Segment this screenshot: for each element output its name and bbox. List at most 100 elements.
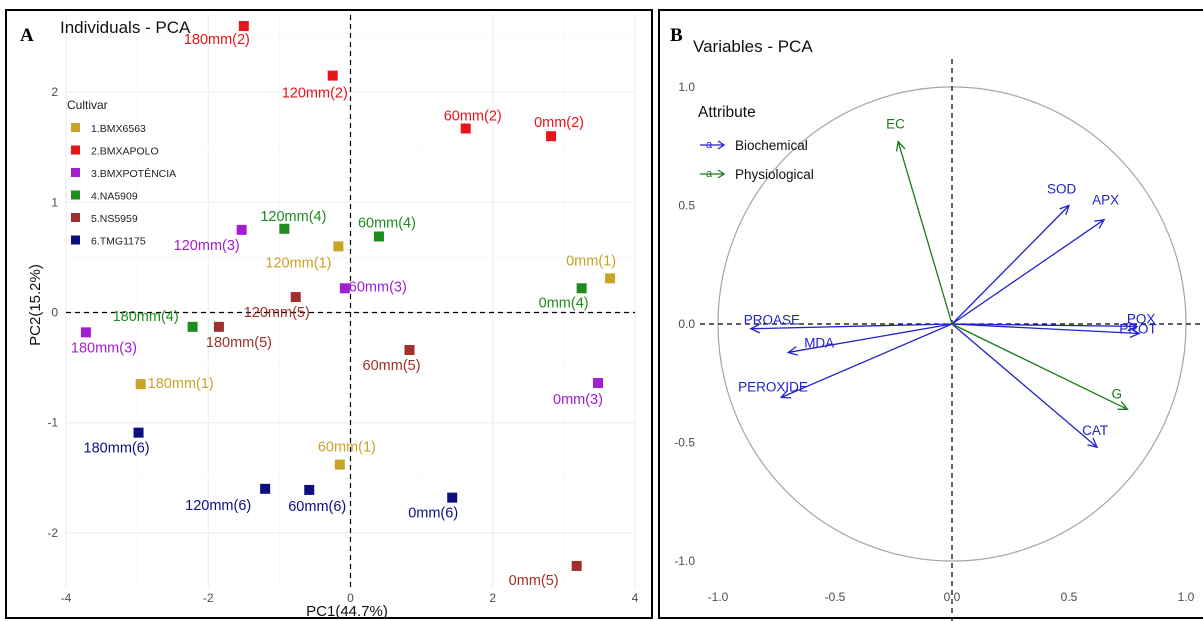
y-tick-label: -1 (47, 416, 58, 430)
x-tick-label: 2 (489, 591, 496, 605)
vector-label-pox: POX (1127, 311, 1156, 326)
point-180mm-1 (135, 379, 146, 390)
legend-key-glyph-biochemical: a (706, 139, 713, 151)
legend-label-4-na5909: 4.NA5909 (91, 191, 138, 203)
vector-prot (951, 323, 1140, 335)
point-120mm-2 (327, 70, 338, 81)
legend-key-1-bmx6563 (71, 123, 80, 132)
vector-label-sod: SOD (1047, 182, 1077, 197)
point-180mm-4 (187, 321, 198, 332)
x-tick-label-b: -1.0 (708, 590, 729, 604)
x-tick-label: 0 (347, 591, 354, 605)
legend-key-6-tmg1175 (71, 235, 80, 245)
vector-label-cat: CAT (1082, 423, 1108, 438)
legend-label-2-bmxapolo: 2.BMXAPOLO (91, 146, 159, 158)
y-tick-label-b: -0.5 (674, 436, 695, 450)
legend-key-arrow-biochemical (717, 140, 726, 150)
legend-key-glyph-physiological: a (706, 168, 713, 180)
point-0mm-5 (571, 560, 582, 571)
legend-key-5-ns5959 (71, 213, 80, 222)
variables-pca-chart: -1.0 -0.5 0.0 0.5 1.0 -1.0 -0.5 0.0 0.5 1.0 SOD AP… (670, 25, 1203, 621)
vector-label-peroxide: PEROXIDE (738, 379, 808, 394)
point-label-60mm-6: 60mm(6) (288, 499, 346, 515)
point-0mm-3 (593, 378, 604, 389)
point-120mm-5 (290, 292, 301, 303)
y-tick-label: 0 (51, 306, 58, 320)
y-axis-label-a: PC2(15.2%) (27, 264, 44, 346)
vector-arrowhead-ec (895, 140, 906, 152)
vector-pox (951, 323, 1137, 328)
x-tick-label-b: -0.5 (825, 590, 846, 604)
y-tick-label: -2 (47, 526, 58, 540)
x-tick-label-b: 0.0 (944, 590, 961, 604)
point-180mm-5 (213, 321, 224, 332)
point-label-120mm-1: 120mm(1) (265, 255, 331, 271)
legend-label-biochemical: Biochemical (735, 138, 808, 153)
point-label-180mm-1: 180mm(1) (148, 376, 214, 392)
vector-proase (750, 323, 953, 330)
point-60mm-6 (304, 484, 315, 495)
x-tick-label: -4 (61, 591, 72, 605)
point-label-120mm-4: 120mm(4) (260, 209, 326, 225)
point-label-0mm-6: 0mm(6) (408, 506, 458, 522)
legend-label-6-tmg1175: 6.TMG1175 (91, 236, 146, 248)
vector-label-ec: EC (886, 117, 905, 132)
point-label-60mm-4: 60mm(4) (358, 215, 416, 231)
point-120mm-3 (236, 224, 247, 235)
point-180mm-3 (80, 327, 91, 338)
vector-arrowhead-proase (749, 323, 761, 334)
individuals-pca-chart: -4 -2 0 2 4 -2 -1 0 1 2 0mm(1) 120mm(1) 180mm(1) 60m… (20, 15, 639, 620)
vector-arrowhead-cat (1087, 437, 1099, 449)
legend-key-2-bmxapolo (71, 145, 80, 155)
point-0mm-2 (546, 131, 557, 142)
point-120mm-1 (333, 241, 344, 252)
point-label-60mm-5: 60mm(5) (363, 358, 421, 374)
point-label-120mm-6: 120mm(6) (185, 498, 251, 514)
vector-mda (788, 323, 953, 354)
vector-arrowhead-mda (786, 346, 798, 356)
vector-sod (951, 205, 1070, 325)
vector-g (951, 323, 1128, 410)
legend-title-a: Cultivar (67, 98, 108, 112)
point-label-0mm-3: 0mm(3) (553, 392, 603, 408)
vector-label-mda: MDA (804, 335, 834, 350)
point-label-180mm-3: 180mm(3) (71, 340, 137, 356)
point-label-0mm-4: 0mm(4) (539, 295, 589, 311)
point-60mm-3 (339, 283, 350, 294)
point-label-60mm-3: 60mm(3) (349, 279, 407, 295)
chart-title-a: Individuals - PCA (60, 18, 191, 37)
legend-label-1-bmx6563: 1.BMX6563 (91, 123, 146, 135)
x-tick-label: -2 (203, 591, 214, 605)
y-tick-label-b: 0.0 (678, 317, 695, 331)
point-0mm-1 (605, 273, 616, 284)
x-axis-label-a: PC1(44.7%) (306, 603, 388, 620)
point-label-60mm-1: 60mm(1) (318, 440, 376, 456)
point-180mm-2 (238, 21, 249, 32)
point-label-0mm-1: 0mm(1) (566, 253, 616, 269)
x-tick-label-b: 1.0 (1178, 590, 1195, 604)
point-60mm-1 (334, 459, 345, 470)
point-label-180mm-5: 180mm(5) (206, 335, 272, 351)
legend-label-physiological: Physiological (735, 167, 814, 182)
y-tick-label-b: 0.5 (678, 199, 695, 213)
point-0mm-4 (576, 283, 587, 294)
panel-letter-b: B (670, 25, 683, 46)
legend-title-b: Attribute (698, 104, 756, 121)
vector-cat (951, 323, 1098, 448)
vector-label-apx: APX (1092, 193, 1119, 208)
vector-apx (951, 219, 1105, 325)
point-60mm-5 (404, 344, 415, 355)
vector-arrowhead-g (1117, 401, 1129, 410)
vector-arrowhead-prot (1129, 328, 1141, 338)
vector-label-proase: PROASE (744, 313, 800, 328)
point-60mm-2 (460, 123, 471, 134)
point-label-60mm-2: 60mm(2) (444, 108, 502, 124)
point-180mm-6 (133, 427, 144, 438)
legend-label-5-ns5959: 5.NS5959 (91, 213, 138, 225)
y-tick-label: 2 (51, 85, 58, 99)
legend-label-3-bmxpot-ncia: 3.BMXPOTÊNCIA (91, 167, 176, 180)
point-label-180mm-6: 180mm(6) (84, 441, 150, 457)
point-60mm-4 (373, 231, 384, 242)
point-120mm-4 (279, 223, 290, 234)
x-tick-label: 4 (632, 591, 639, 605)
